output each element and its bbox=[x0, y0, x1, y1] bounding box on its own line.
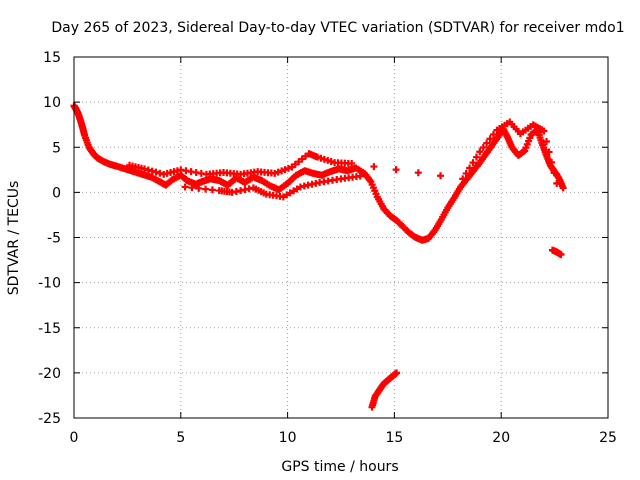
y-axis-label: SDTVAR / TECUs bbox=[6, 181, 22, 296]
x-tick-label: 25 bbox=[599, 430, 617, 446]
data-point bbox=[202, 185, 210, 193]
data-point bbox=[437, 172, 445, 180]
series-track-tail bbox=[548, 246, 565, 259]
series-track-dip bbox=[368, 369, 401, 411]
data-point bbox=[208, 186, 216, 194]
y-tick-label: -25 bbox=[38, 411, 61, 427]
data-point bbox=[370, 163, 378, 171]
x-tick-label: 10 bbox=[279, 430, 297, 446]
data-point bbox=[540, 127, 548, 135]
y-tick-label: 10 bbox=[43, 95, 61, 111]
data-point bbox=[414, 169, 422, 177]
x-tick-label: 5 bbox=[176, 430, 185, 446]
y-tick-label: -20 bbox=[38, 366, 61, 382]
chart-title: Day 265 of 2023, Sidereal Day-to-day VTE… bbox=[51, 20, 624, 36]
series-track-upper bbox=[126, 118, 561, 187]
grid-lines bbox=[74, 57, 608, 418]
data-point bbox=[557, 251, 565, 259]
y-tick-label: -5 bbox=[47, 231, 61, 247]
data-point bbox=[393, 369, 401, 377]
y-tick-label: -15 bbox=[38, 321, 61, 337]
data-point bbox=[553, 179, 561, 187]
data-point bbox=[466, 164, 474, 172]
x-tick-label: 0 bbox=[70, 430, 79, 446]
x-tick-label: 15 bbox=[385, 430, 403, 446]
axis-ticks bbox=[73, 56, 609, 419]
y-tick-label: -10 bbox=[38, 276, 61, 292]
data-point bbox=[483, 139, 491, 147]
data-point bbox=[462, 169, 470, 177]
data-point bbox=[472, 153, 480, 161]
data-point bbox=[188, 184, 196, 192]
x-tick-label: 20 bbox=[492, 430, 510, 446]
data-point bbox=[459, 175, 467, 183]
data-point bbox=[548, 158, 556, 166]
y-tick-label: 15 bbox=[43, 50, 61, 66]
x-tick-labels: 0 5 10 15 20 25 bbox=[70, 430, 617, 446]
series-track-lower bbox=[181, 172, 364, 201]
data-points bbox=[70, 102, 567, 411]
data-point bbox=[392, 166, 400, 174]
data-point bbox=[542, 137, 550, 145]
data-point bbox=[356, 172, 364, 180]
data-point bbox=[469, 159, 477, 167]
x-axis-label: GPS time / hours bbox=[281, 459, 398, 475]
data-point bbox=[545, 148, 553, 156]
data-point bbox=[559, 184, 567, 192]
y-tick-label: 0 bbox=[52, 185, 61, 201]
y-tick-label: 5 bbox=[52, 140, 61, 156]
data-point bbox=[550, 169, 558, 177]
data-point bbox=[348, 159, 356, 167]
y-tick-labels: -25 -20 -15 -10 -5 0 5 10 15 bbox=[38, 50, 61, 427]
data-point bbox=[479, 143, 487, 151]
data-point bbox=[476, 148, 484, 156]
data-point bbox=[195, 184, 203, 192]
data-point bbox=[486, 135, 494, 143]
data-point bbox=[490, 130, 498, 138]
data-point bbox=[181, 183, 189, 191]
